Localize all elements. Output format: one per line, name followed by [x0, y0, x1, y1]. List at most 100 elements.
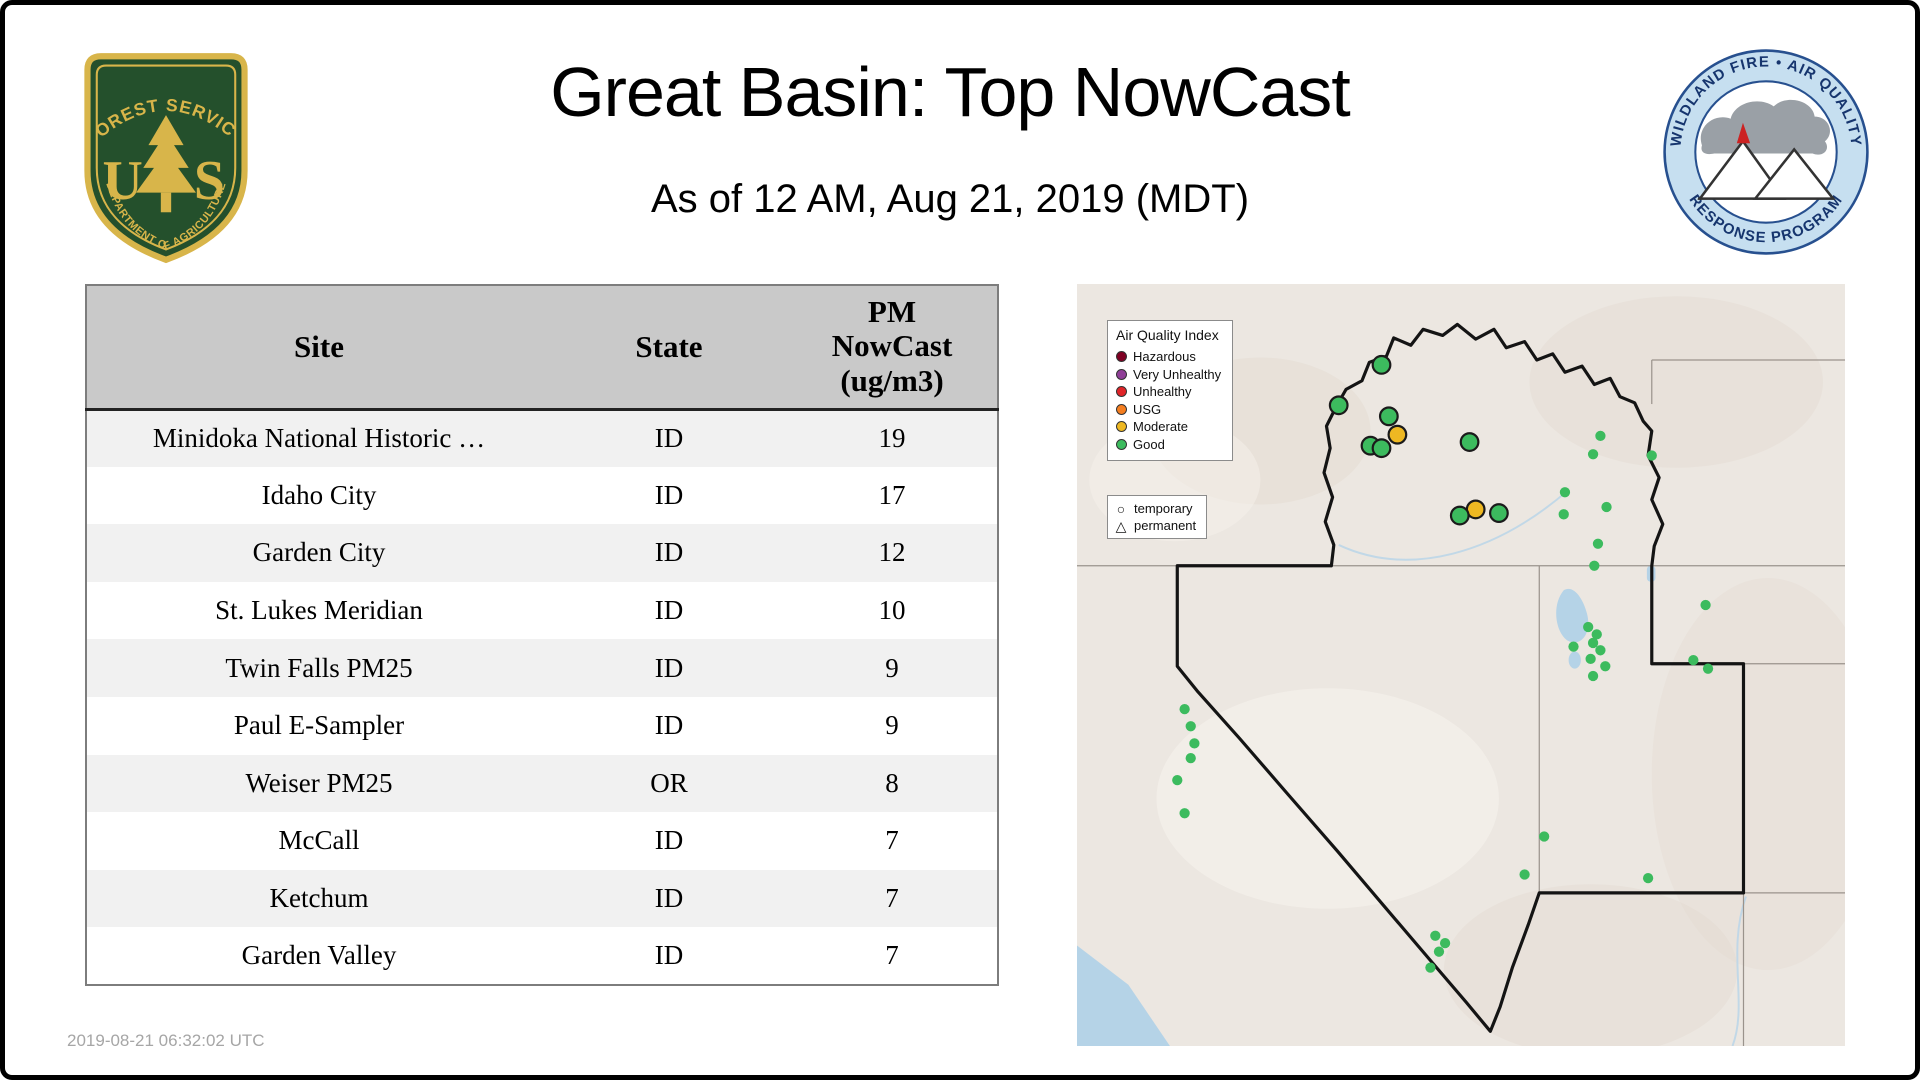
aqi-legend-label: Very Unhealthy	[1133, 366, 1222, 382]
monitor-marker-good	[1439, 937, 1451, 949]
pm-header-line: PM	[867, 293, 917, 329]
monitor-marker-good	[1702, 663, 1714, 674]
monitor-marker-good	[1595, 430, 1606, 442]
pacific-ocean	[1077, 945, 1170, 1046]
site-cell: Paul E-Sampler	[233, 710, 405, 741]
aqi-legend: Air Quality Index Hazardous Very Unhealth…	[1107, 320, 1233, 461]
nowcast-table-panel: Site State PM NowCast (ug/m3) Minidoka N…	[85, 284, 999, 986]
mountains-icon	[1697, 139, 1836, 200]
monitor-marker-good	[1371, 438, 1392, 459]
monitor-marker-good	[1600, 661, 1611, 672]
aqi-legend-item: Very Unhealthy	[1116, 366, 1226, 384]
letter-u: U	[102, 150, 142, 212]
marker-type-legend: ○ temporary △ permanent	[1107, 495, 1207, 539]
monitor-marker-good	[1449, 505, 1470, 526]
aqi-legend-label: Moderate	[1133, 419, 1188, 435]
monitor-marker-good	[1591, 629, 1602, 640]
site-cell: Idaho City	[261, 479, 377, 510]
state-cell: ID	[654, 710, 684, 741]
pm-cell: 7	[885, 825, 899, 856]
state-cell: ID	[654, 423, 684, 454]
map-panel: Air Quality Index Hazardous Very Unhealth…	[1077, 284, 1845, 1046]
table-row: Idaho City ID 17	[86, 466, 998, 525]
pm-cell: 7	[885, 883, 899, 914]
table-row: McCall ID 7	[86, 812, 998, 870]
monitor-marker-good	[1601, 501, 1612, 513]
monitor-marker-good	[1589, 560, 1600, 571]
nowcast-table: Site State PM NowCast (ug/m3) Minidoka N…	[85, 284, 999, 986]
aqi-legend-title: Air Quality Index	[1116, 327, 1219, 343]
site-cell: Minidoka National Historic …	[152, 423, 486, 454]
monitor-marker-good	[1179, 703, 1190, 715]
monitor-marker-good	[1459, 432, 1480, 452]
aqi-color-swatch	[1116, 351, 1127, 363]
aqi-legend-label: Good	[1133, 436, 1165, 452]
aqi-legend-label: Hazardous	[1133, 349, 1196, 365]
table-row: Twin Falls PM25 ID 9	[86, 639, 998, 697]
pm-cell: 7	[885, 940, 899, 971]
col-header-state: State	[551, 285, 787, 411]
site-cell: Garden City	[252, 537, 386, 568]
state-cell: ID	[654, 883, 684, 914]
monitor-marker-good	[1378, 406, 1399, 427]
aqi-legend-label: Unhealthy	[1133, 384, 1192, 400]
monitor-marker-good	[1592, 538, 1604, 549]
monitor-marker-good	[1568, 641, 1579, 652]
table-header-row: Site State PM NowCast (ug/m3)	[86, 285, 998, 411]
monitor-marker-good	[1519, 869, 1530, 880]
state-cell: ID	[654, 940, 684, 971]
letter-s: S	[194, 150, 225, 212]
aqi-color-swatch	[1116, 368, 1127, 380]
pm-cell: 8	[885, 767, 899, 798]
marker-type-label: permanent	[1134, 518, 1197, 533]
flame-icon	[1736, 122, 1751, 144]
monitor-marker-moderate	[1387, 424, 1408, 445]
gacc-boundary	[1175, 322, 1746, 1033]
col-header-site: Site	[86, 285, 551, 411]
site-cell: McCall	[278, 825, 360, 856]
site-cell: Twin Falls PM25	[225, 652, 413, 683]
pm-header-line: (ug/m3)	[840, 363, 944, 399]
pm-cell: 10	[878, 595, 906, 626]
state-cell: OR	[650, 767, 688, 798]
marker-type-items: ○ temporary △ permanent	[1114, 500, 1200, 534]
great-salt-lake	[1556, 588, 1589, 643]
smoke-cloud-icon	[1700, 99, 1830, 155]
state-cell: ID	[654, 825, 684, 856]
aqi-color-swatch	[1116, 403, 1127, 415]
monitor-marker-good	[1433, 946, 1445, 957]
monitor-marker-good	[1646, 450, 1657, 461]
monitor-marker-good	[1539, 831, 1550, 842]
table-row: Garden City ID 12	[86, 524, 998, 582]
marker-type-item: ○ temporary	[1114, 500, 1200, 517]
marker-type-item: △ permanent	[1114, 517, 1200, 534]
monitor-marker-good	[1185, 721, 1196, 732]
monitor-marker-good	[1587, 637, 1599, 649]
state-cell: ID	[654, 537, 684, 568]
state-cell: ID	[654, 595, 684, 626]
monitor-marker-good	[1558, 509, 1569, 520]
triangle-marker-icon: △	[1115, 517, 1127, 534]
pm-cell: 12	[878, 537, 906, 568]
aqi-legend-items: Hazardous Very Unhealthy Unhealthy USG Moder…	[1116, 348, 1226, 453]
site-cell: Ketchum	[269, 883, 369, 914]
aqi-color-swatch	[1116, 438, 1127, 450]
marker-type-label: temporary	[1134, 501, 1193, 516]
aqi-legend-item: Unhealthy	[1116, 383, 1226, 401]
monitor-marker-good	[1425, 962, 1436, 973]
pine-tree-icon	[136, 115, 196, 213]
snake-river	[1338, 489, 1570, 561]
monitor-marker-good	[1489, 503, 1509, 524]
site-cell: Weiser PM25	[245, 767, 393, 798]
monitor-marker-good	[1185, 752, 1196, 764]
forest-service-logo: FOREST SERVICE DEPARTMENT OF AGRICULTURE…	[73, 49, 248, 264]
wildland-fire-logo: WILDLAND FIRE • AIR QUALITY RESPONSE PRO…	[1663, 49, 1869, 255]
table-row: Garden Valley ID 7	[86, 927, 998, 985]
table-row: St. Lukes Meridian ID 10	[86, 581, 998, 640]
colorado-river	[1731, 896, 1747, 1046]
monitor-marker-good	[1371, 354, 1392, 375]
table-row: Ketchum ID 7	[86, 869, 998, 928]
site-cell: Garden Valley	[241, 940, 397, 971]
aqi-legend-item: USG	[1116, 401, 1226, 419]
monitor-marker-good	[1189, 738, 1200, 749]
